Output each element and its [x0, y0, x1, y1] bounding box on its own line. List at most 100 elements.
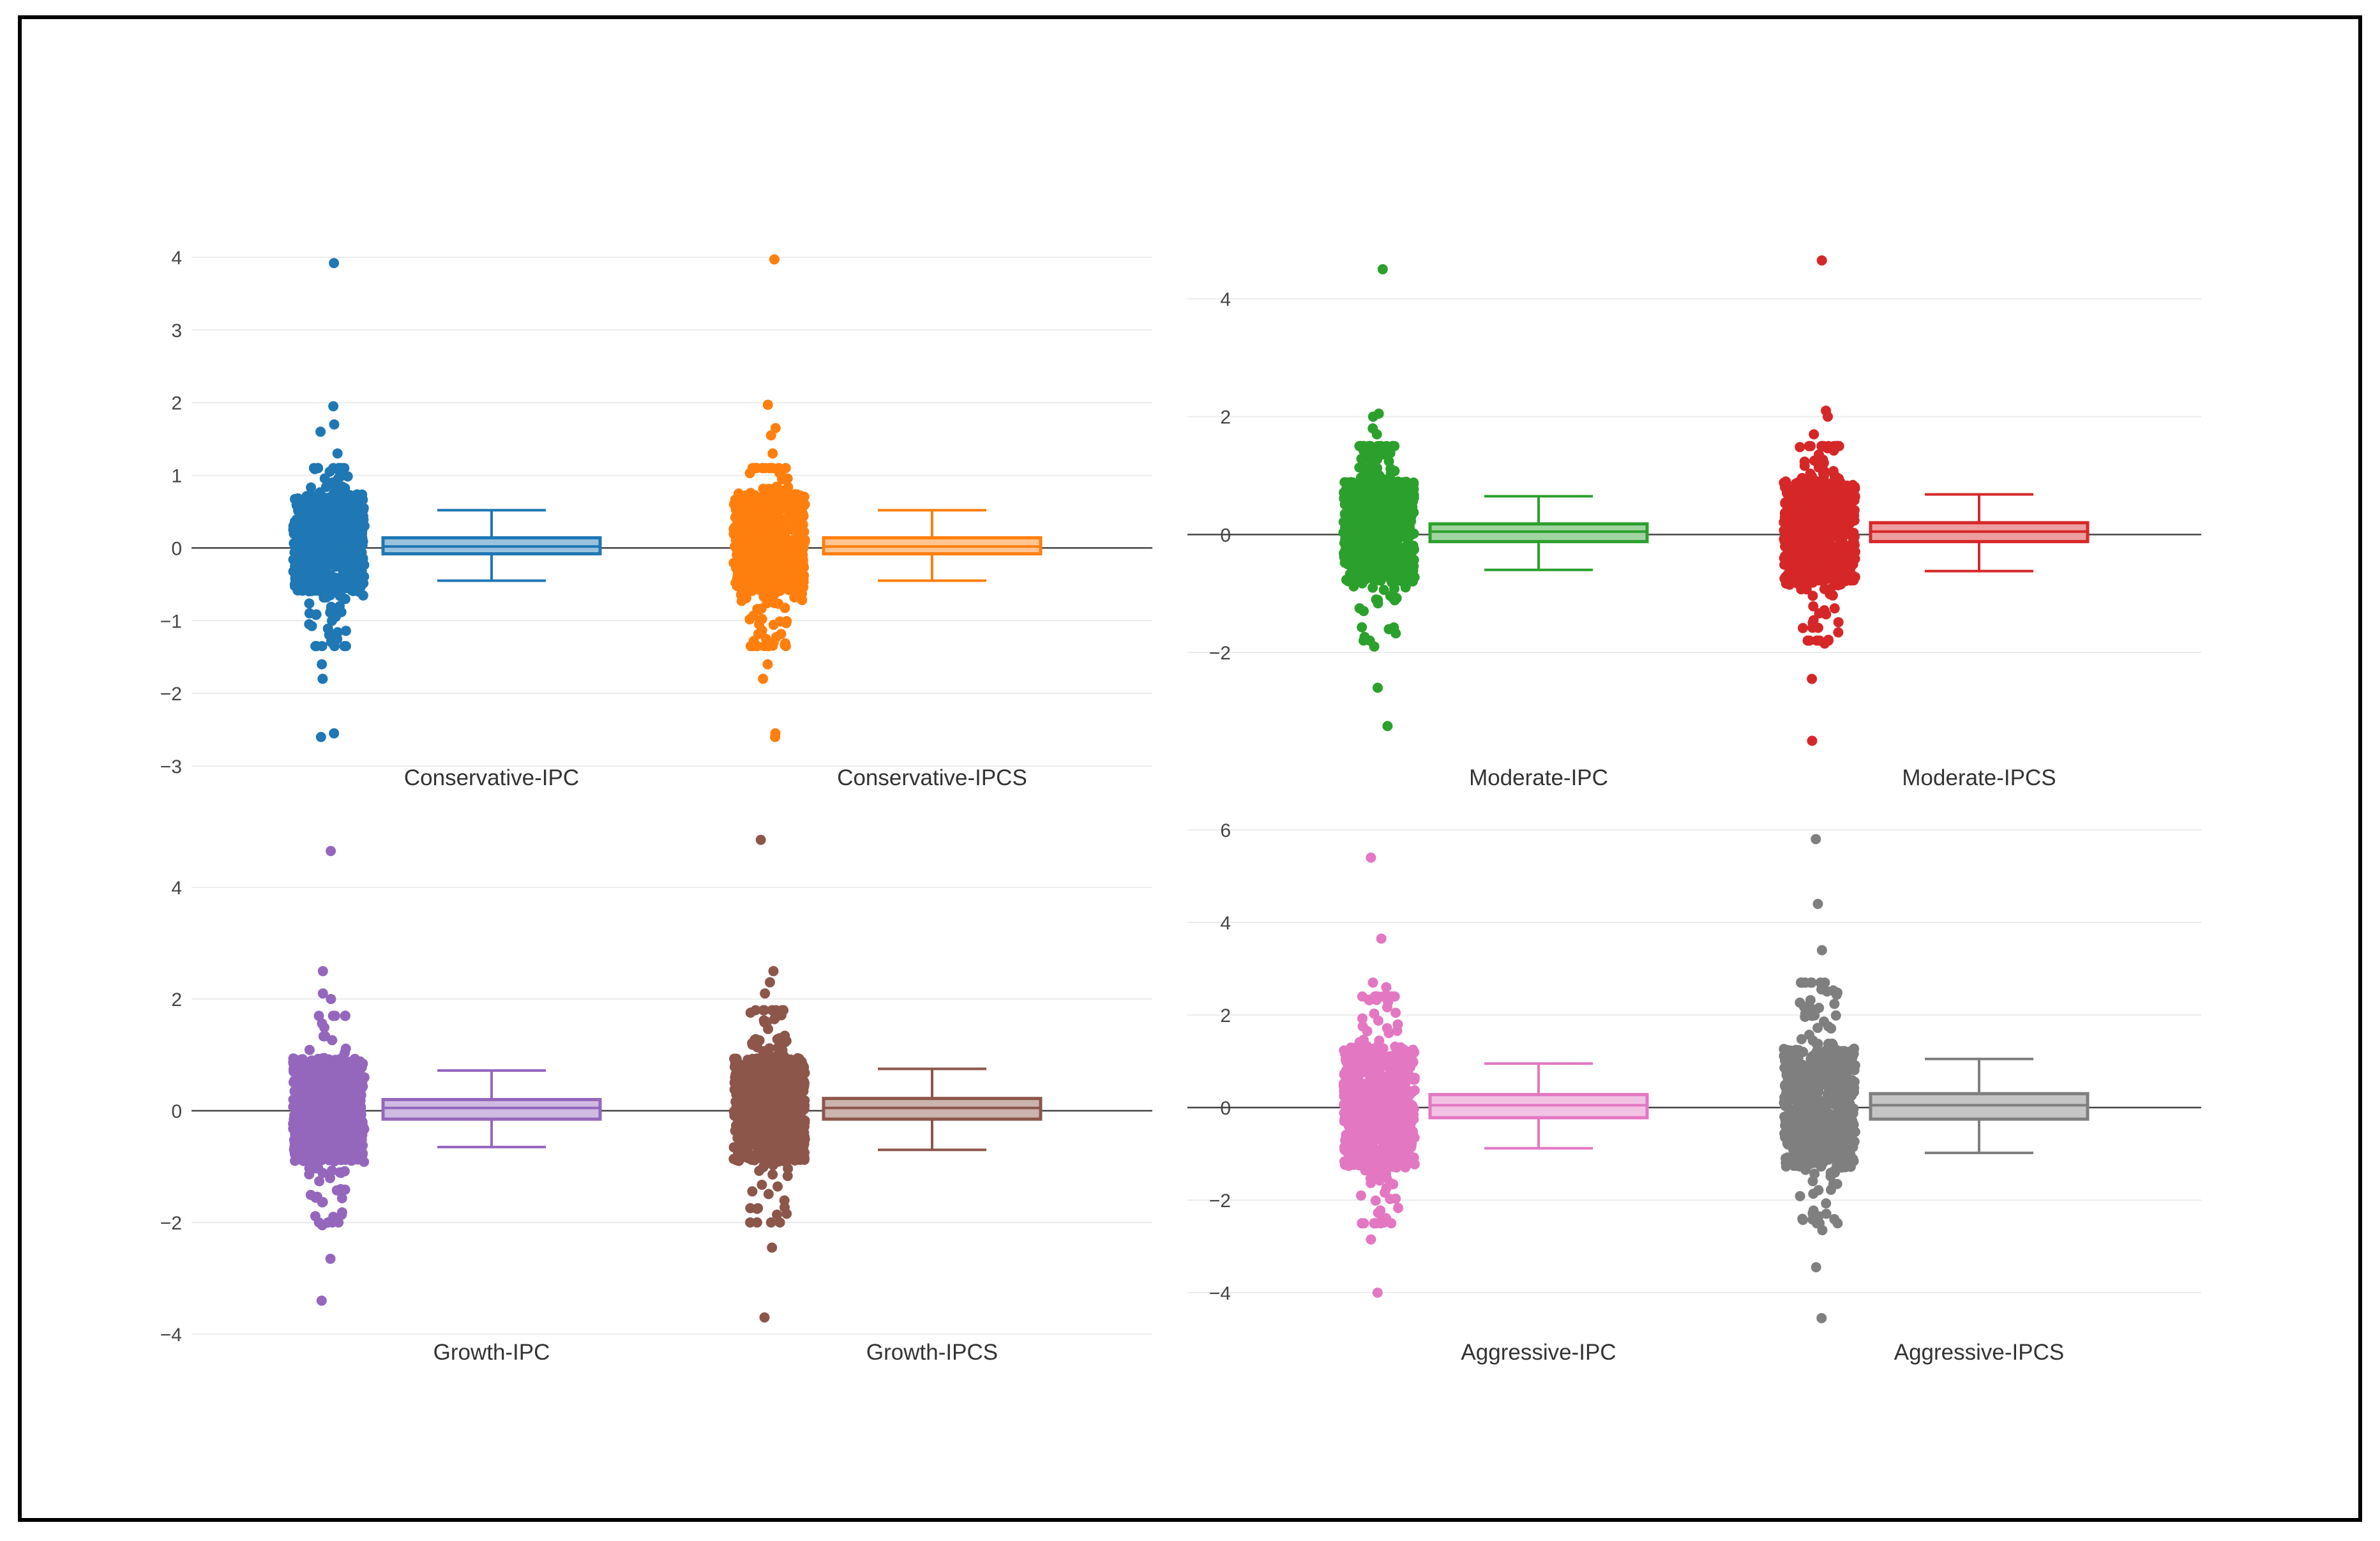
outlier-point-0-0-8	[315, 732, 326, 742]
y-tick-label-3-5: −4	[1209, 1283, 1231, 1304]
outlier-point-2-1-6	[759, 1312, 770, 1323]
outlier-point-2-0-8	[316, 1295, 327, 1306]
data-point-1-1	[1833, 617, 1844, 628]
data-point-1-1	[1779, 482, 1790, 493]
data-point-2-1	[799, 1154, 810, 1164]
data-point-0-0	[327, 615, 337, 626]
data-point-0-1	[746, 548, 757, 559]
data-point-0-1	[790, 553, 801, 564]
data-point-0-0	[311, 497, 322, 508]
data-point-1-0	[1373, 543, 1383, 554]
data-point-3-0	[1360, 1123, 1371, 1134]
data-point-0-0	[347, 541, 358, 552]
data-point-1-1	[1829, 527, 1840, 537]
data-point-0-0	[317, 641, 328, 652]
data-point-2-1	[759, 1113, 770, 1124]
data-point-0-0	[324, 628, 335, 638]
data-point-1-0	[1385, 567, 1396, 578]
data-point-1-1	[1798, 547, 1809, 558]
data-point-2-1	[765, 1105, 776, 1116]
data-point-2-0	[356, 1135, 367, 1146]
data-point-1-1	[1808, 615, 1819, 626]
data-point-2-1	[757, 1180, 767, 1190]
data-point-2-1	[750, 1034, 761, 1044]
data-point-1-1	[1804, 537, 1815, 548]
data-point-0-0	[313, 463, 323, 474]
data-point-2-1	[781, 1208, 792, 1219]
data-point-2-0	[310, 1211, 320, 1222]
category-label-0-1: Conservative-IPCS	[837, 765, 1027, 790]
data-point-1-0	[1364, 513, 1375, 523]
data-point-1-0	[1357, 622, 1367, 633]
y-tick-label-1-0: 4	[1220, 289, 1231, 310]
data-point-0-0	[305, 575, 316, 585]
data-point-1-0	[1348, 516, 1359, 526]
data-point-2-0	[355, 1154, 366, 1164]
data-point-2-1	[735, 1101, 746, 1111]
data-point-1-1	[1780, 533, 1791, 544]
data-point-2-1	[774, 1217, 785, 1228]
data-point-1-0	[1352, 550, 1362, 560]
outlier-point-0-1-5	[762, 659, 773, 670]
data-point-0-1	[781, 497, 792, 508]
outlier-point-0-0-4	[332, 448, 343, 459]
data-point-2-0	[344, 1101, 355, 1112]
data-point-3-0	[1378, 1155, 1389, 1166]
data-point-3-0	[1349, 1042, 1360, 1053]
data-point-1-1	[1807, 590, 1818, 601]
data-point-1-1	[1793, 563, 1804, 574]
data-point-1-1	[1821, 540, 1832, 551]
category-label-1-0: Moderate-IPC	[1469, 765, 1608, 790]
data-point-1-1	[1818, 528, 1829, 539]
data-point-1-0	[1405, 545, 1416, 556]
data-point-2-1	[754, 1166, 765, 1176]
data-point-1-0	[1339, 493, 1350, 504]
data-point-1-0	[1385, 463, 1396, 474]
data-point-2-0	[356, 1083, 367, 1094]
data-point-1-1	[1806, 511, 1817, 522]
data-point-2-1	[757, 1079, 768, 1090]
data-point-1-1	[1841, 548, 1851, 559]
data-point-1-0	[1369, 453, 1380, 463]
y-tick-label-3-0: 6	[1220, 820, 1231, 841]
data-point-3-0	[1371, 1061, 1382, 1072]
data-point-3-0	[1383, 1028, 1394, 1039]
data-point-1-1	[1819, 583, 1830, 594]
data-point-2-0	[352, 1143, 363, 1154]
data-point-1-0	[1387, 440, 1398, 451]
data-point-2-1	[777, 1044, 788, 1055]
data-point-0-0	[354, 568, 365, 579]
data-point-2-1	[767, 1169, 778, 1180]
data-point-2-0	[294, 1080, 305, 1091]
data-point-3-0	[1397, 1125, 1408, 1136]
data-point-1-1	[1813, 560, 1824, 571]
data-point-1-0	[1362, 501, 1373, 512]
data-point-0-0	[306, 620, 317, 631]
data-point-1-1	[1780, 497, 1791, 508]
data-point-2-1	[776, 1113, 787, 1124]
data-point-2-1	[767, 1005, 778, 1016]
data-point-0-0	[326, 543, 336, 554]
data-point-1-0	[1404, 564, 1415, 575]
data-point-2-1	[797, 1067, 808, 1078]
data-point-1-1	[1820, 506, 1831, 516]
data-point-2-1	[757, 1131, 767, 1141]
data-point-0-1	[755, 527, 765, 538]
outlier-point-2-1-5	[767, 1242, 778, 1253]
data-point-2-0	[336, 1207, 347, 1218]
data-point-3-0	[1393, 1203, 1404, 1214]
category-label-1-1: Moderate-IPCS	[1902, 765, 2056, 790]
data-point-1-0	[1366, 527, 1377, 538]
outlier-point-2-1-4	[765, 1217, 776, 1228]
data-point-1-0	[1397, 576, 1407, 587]
outlier-point-2-1-0	[755, 834, 766, 845]
data-point-2-0	[319, 1094, 330, 1105]
data-point-2-1	[745, 1203, 756, 1214]
data-point-0-1	[761, 585, 772, 596]
data-point-1-1	[1818, 455, 1828, 465]
data-point-1-0	[1403, 555, 1413, 566]
data-point-0-1	[742, 512, 753, 523]
y-tick-label-1-2: 0	[1220, 525, 1231, 546]
data-point-0-0	[335, 463, 345, 474]
outlier-point-2-0-4	[329, 1011, 340, 1021]
